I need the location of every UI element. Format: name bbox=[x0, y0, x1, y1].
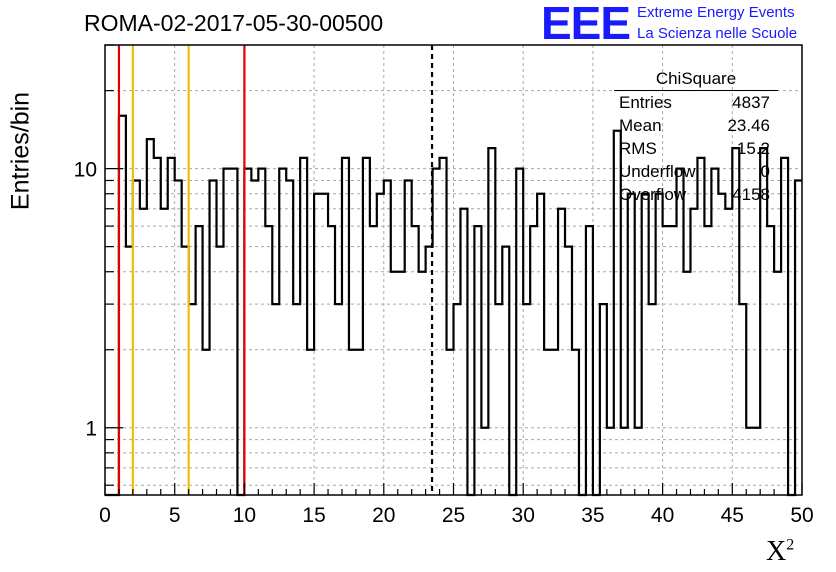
y-axis-label: Entries/bin bbox=[6, 91, 35, 211]
stat-row-rms: RMS 15.2 bbox=[611, 137, 778, 160]
stat-value: 4158 bbox=[732, 185, 770, 204]
x-tick-label: 10 bbox=[233, 504, 256, 527]
stat-value: 23.46 bbox=[727, 116, 770, 135]
x-axis-label-base: X bbox=[766, 536, 787, 567]
x-tick-label: 50 bbox=[790, 504, 813, 527]
x-tick-label: 5 bbox=[169, 504, 181, 527]
eee-logo: EEE bbox=[541, 0, 631, 49]
stat-row-overflow: Overflow 4158 bbox=[611, 183, 778, 206]
y-axis-label-box: Entries/bin bbox=[6, 92, 36, 210]
x-axis-label: X2 bbox=[766, 536, 794, 568]
stat-label: Entries bbox=[619, 93, 672, 112]
stat-label: Mean bbox=[619, 116, 662, 135]
stats-title: ChiSquare bbox=[614, 68, 778, 91]
x-tick-label: 30 bbox=[512, 504, 535, 527]
x-tick-label: 20 bbox=[372, 504, 395, 527]
histogram-outline bbox=[105, 114, 802, 497]
x-tick-label: 15 bbox=[302, 504, 325, 527]
stat-value: 4837 bbox=[732, 93, 770, 112]
stat-label: RMS bbox=[619, 139, 657, 158]
y-tick-label: 1 bbox=[85, 418, 97, 441]
stat-row-entries: Entries 4837 bbox=[611, 91, 778, 114]
x-axis-label-superscript: 2 bbox=[786, 536, 795, 554]
y-tick-label: 10 bbox=[74, 159, 97, 182]
stat-value: 15.2 bbox=[736, 139, 770, 158]
x-tick-label: 35 bbox=[581, 504, 604, 527]
logo-subtitle-2: La Scienza nelle Scuole bbox=[637, 25, 798, 42]
logo-subtitle-1: Extreme Energy Events bbox=[637, 4, 795, 21]
stat-row-mean: Mean 23.46 bbox=[611, 114, 778, 137]
stat-row-underflow: Underflow 0 bbox=[611, 160, 778, 183]
x-tick-label: 40 bbox=[651, 504, 674, 527]
stat-value: 0 bbox=[760, 162, 770, 181]
stat-label: Underflow bbox=[619, 162, 696, 181]
chart-title: ROMA-02-2017-05-30-00500 bbox=[84, 10, 384, 36]
x-tick-label: 45 bbox=[721, 504, 744, 527]
x-tick-label: 0 bbox=[99, 504, 111, 527]
stats-box: ChiSquare Entries 4837 Mean 23.46 RMS 15… bbox=[611, 68, 778, 206]
x-tick-label: 25 bbox=[442, 504, 465, 527]
stat-label: Overflow bbox=[619, 185, 687, 204]
